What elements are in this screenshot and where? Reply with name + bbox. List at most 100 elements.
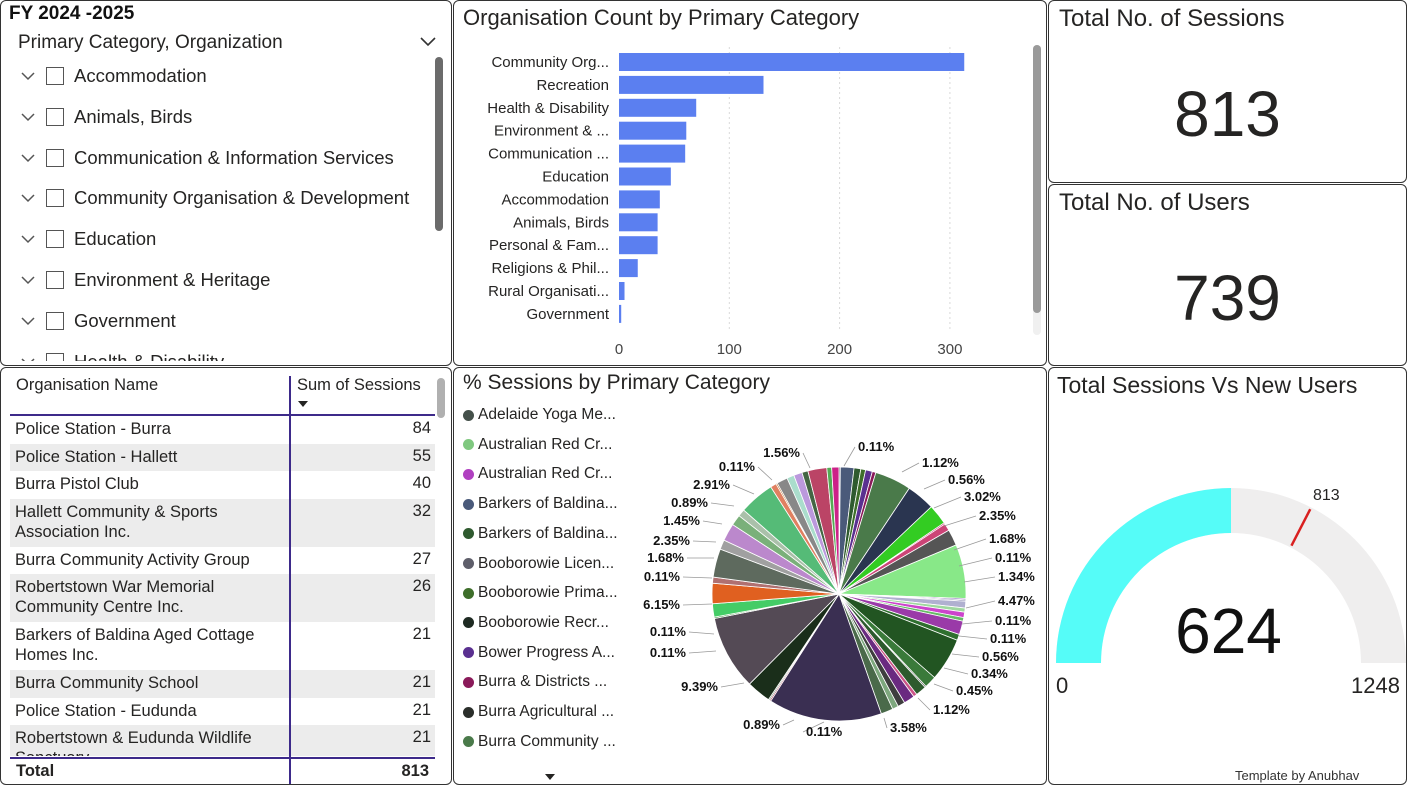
slicer-item[interactable]: Education [19,224,156,254]
legend-label: Adelaide Yoga Me... [478,406,616,423]
legend-label: Burra Agricultural ... [478,703,615,720]
chevron-down-icon[interactable] [19,271,37,289]
kpi-sessions-value: 813 [1174,78,1281,150]
slicer-item[interactable]: Communication & Information Services [19,143,394,173]
legend-item[interactable]: Barkers of Baldina... [463,494,618,514]
chevron-down-icon[interactable] [19,108,37,126]
slicer-item[interactable]: Health & Disability [19,347,224,361]
chevron-down-icon[interactable] [19,149,37,167]
chevron-down-icon[interactable] [19,189,37,207]
pie-data-label: 1.12% [933,702,970,717]
leader-line [961,620,993,625]
session-count: 55 [412,446,431,465]
legend-label: Burra Community ... [478,732,616,750]
legend-label: Burra & Districts ... [478,673,608,691]
leader-line [958,635,988,640]
legend-item[interactable]: Booborowie Licen... [463,554,614,574]
leader-line [883,717,888,729]
kpi-users-title: Total No. of Users [1059,189,1250,216]
gauge-target-marker [1290,508,1312,547]
table-row[interactable]: Barkers of Baldina Aged Cottage Homes In… [10,622,435,670]
pie-chart-title: % Sessions by Primary Category [463,371,770,394]
leader-line [958,557,993,567]
table-row[interactable]: Robertstown & Eudunda Wildlife Sanctuary… [10,725,435,756]
organisation-name: Robertstown & Eudunda Wildlife Sanctuary [15,729,252,756]
legend-item[interactable]: Booborowie Prima... [463,583,618,603]
total-divider [10,757,435,759]
total-value: 813 [401,762,429,780]
kpi-total-sessions: Total No. of Sessions 813 [1048,0,1407,183]
organisation-name: Robertstown War Memorial Community Centr… [15,578,215,616]
slicer-checkbox[interactable] [46,311,64,330]
chevron-down-icon[interactable] [19,67,37,85]
session-count: 40 [412,474,431,492]
scrollbar-thumb[interactable] [1033,45,1041,313]
legend-dot [463,528,474,540]
table-row[interactable]: Burra Community Activity Group 27 [10,547,435,575]
chevron-down-icon[interactable] [19,230,37,248]
chevron-down-icon[interactable] [419,35,437,49]
leader-line [757,466,773,481]
slicer-checkbox[interactable] [46,107,64,126]
slicer-item[interactable]: Community Organisation & Development [19,183,409,213]
table-body: Police Station - Burra 84 Police Station -… [10,416,435,756]
x-tick-label: 0 [615,341,623,358]
legend-item[interactable]: Australian Red Cr... [463,435,612,455]
table-row[interactable]: Burra Pistol Club 40 [10,471,435,499]
legend-item[interactable]: Burra & Districts ... [463,672,607,692]
table-row[interactable]: Burra Community School 21 [10,670,435,698]
pie-data-label: 0.11% [644,569,681,584]
legend-item[interactable]: Burra Community ... [463,732,616,752]
slicer-checkbox[interactable] [46,148,64,167]
legend-item[interactable]: Adelaide Yoga Me... [463,405,616,425]
table-row[interactable]: Hallett Community & Sports Association I… [10,498,435,547]
table-row[interactable]: Police Station - Hallett 55 [10,443,435,471]
table-row[interactable]: Robertstown War Memorial Community Centr… [10,574,435,622]
legend-item[interactable]: Bower Progress A... [463,643,615,663]
slicer-item-label: Health & Disability [74,351,224,361]
chevron-down-icon[interactable] [19,312,37,330]
total-label: Total [16,762,55,780]
slicer-item[interactable]: Accommodation [19,61,207,91]
slicer-checkbox[interactable] [46,352,64,361]
pie-data-label: 1.68% [989,531,1026,546]
legend-dot [463,617,474,629]
pie-data-label: 2.35% [653,533,690,548]
slicer-item[interactable]: Government [19,306,176,336]
legend-item[interactable]: Barkers of Baldina... [463,524,618,544]
category-label: Accommodation [501,191,609,208]
slicer-checkbox[interactable] [46,271,64,289]
table-row[interactable]: Police Station - Eudunda 21 [10,698,435,726]
category-slicer: FY 2024 -2025 Primary Category, Organiza… [0,0,452,366]
sort-descending-icon[interactable] [298,401,308,407]
leader-line [710,502,735,507]
legend-dot [463,647,474,659]
legend-item[interactable]: Burra Agricultural ... [463,702,614,722]
legend-item[interactable]: Booborowie Recr... [463,613,609,633]
pie-slice [770,593,882,722]
slicer-checkbox[interactable] [46,67,64,85]
header-divider [10,414,435,416]
column-header-sessions[interactable]: Sum of Sessions [297,376,421,394]
pie-data-label: 0.11% [719,459,756,474]
slicer-checkbox[interactable] [46,189,64,208]
leader-line [933,683,954,692]
slicer-header[interactable]: Primary Category, Organization [18,32,283,53]
legend-scroll-down-icon[interactable] [545,774,555,780]
slicer-item[interactable]: Animals, Birds [19,102,192,132]
slicer-checkbox[interactable] [46,230,64,249]
slicer-item-label: Communication & Information Services [74,146,394,168]
legend-item[interactable]: Australian Red Cr... [463,464,612,484]
bar-chart-scrollbar[interactable] [1033,45,1041,335]
chevron-down-icon[interactable] [19,353,37,361]
table-scrollbar[interactable] [437,378,445,418]
leader-line [682,576,713,579]
column-header-organisation[interactable]: Organisation Name [16,376,159,394]
leader-line [963,576,996,583]
pie-data-label: 0.56% [982,649,1019,664]
slicer-item[interactable]: Environment & Heritage [19,265,270,295]
slicer-scrollbar[interactable] [435,57,443,231]
bar [619,259,638,278]
pie-data-label: 1.68% [647,550,684,565]
table-row[interactable]: Police Station - Burra 84 [10,416,435,444]
